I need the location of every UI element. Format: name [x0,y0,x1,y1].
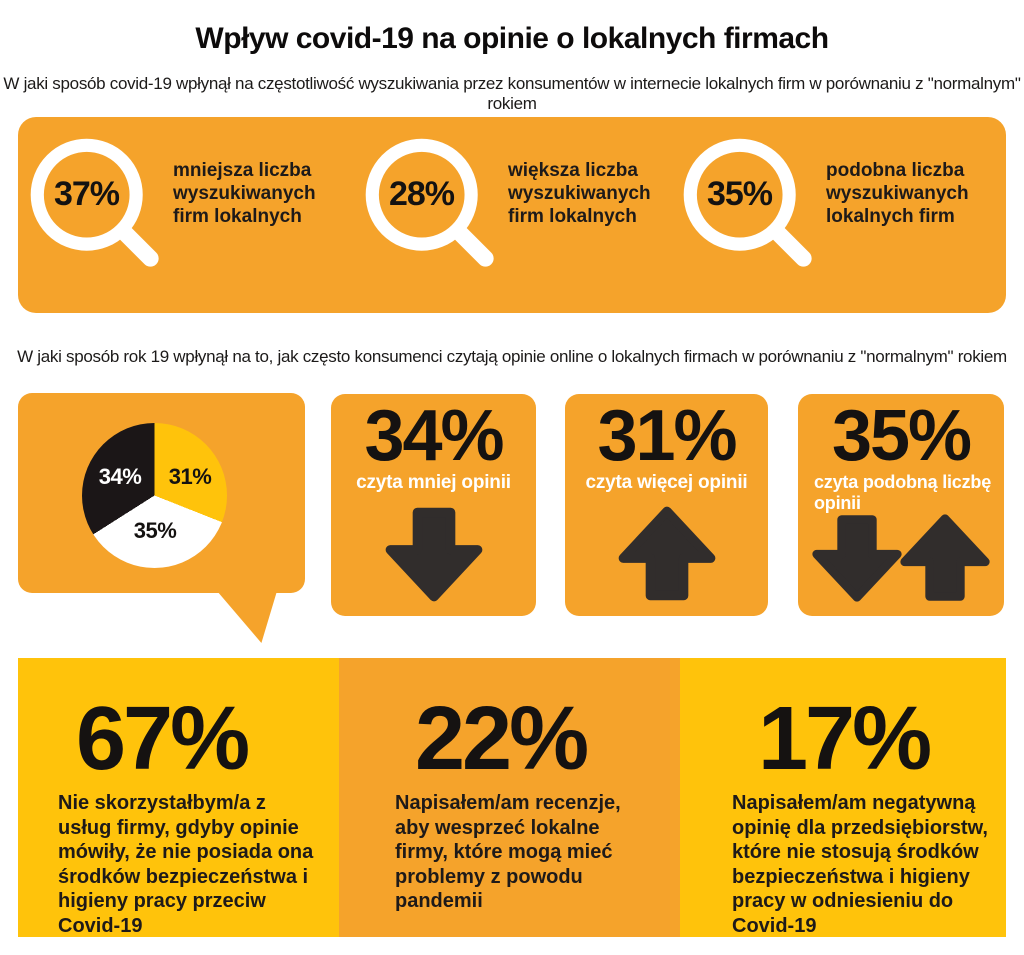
search-stat-more: 28% większa liczba wyszukiwanych firm lo… [358,131,678,301]
arrow-up-icon [618,506,715,601]
magnifier-icon [30,138,159,267]
speech-bubble-tail [217,591,277,643]
review-card-less: 34% czyta mniej opinii [331,394,536,616]
stat-text: Nie skorzystałbym/a z usług firmy, gdyby… [58,792,314,937]
bottom-stat-no-safety-avoid: 67% Nie skorzystałbym/a z usług firmy, g… [18,658,339,937]
card-label: czyta mniej opinii [356,472,511,493]
stat-value: 22% [415,689,589,789]
reviews-question-subtitle: W jaki sposób rok 19 wpłynął na to, jak … [17,347,1007,366]
arrow-up-icon [900,514,990,601]
stat-value: 37% [53,175,120,213]
stat-value: 17% [758,689,932,789]
review-card-more: 31% czyta więcej opinii [565,394,768,616]
speech-bubble: 34% 31% 35% [18,393,305,593]
card-value: 31% [597,396,737,476]
stat-value: 67% [76,689,250,789]
bottom-stat-support-reviews: 22% Napisałem/am recenzje, aby wesprzeć … [339,658,680,937]
pie-slice-label-less: 34% [98,464,142,489]
stat-text: Napisałem/am negatywną opinię dla przeds… [732,792,988,937]
magnifier-icon [365,138,494,267]
search-stat-fewer: 37% mniejsza liczba wyszukiwanych firm l… [23,131,343,301]
stat-value: 35% [706,175,773,213]
magnifier-icon [683,138,812,267]
pie-chart: 34% 31% 35% [82,423,227,568]
stat-label: podobna liczba wyszukiwanych lokalnych f… [826,160,969,228]
stat-label: mniejsza liczba wyszukiwanych firm lokal… [173,160,316,228]
card-label: czyta podobną liczbę opinii [814,472,992,513]
card-value: 34% [364,396,504,476]
search-stats-banner: 37% mniejsza liczba wyszukiwanych firm l… [18,117,1006,313]
card-label: czyta więcej opinii [585,472,748,493]
pie-slice-label-more: 31% [168,464,212,489]
arrow-down-icon [812,515,902,602]
review-card-similar: 35% czyta podobną liczbę opinii [798,394,1004,616]
bottom-stat-negative-reviews: 17% Napisałem/am negatywną opinię dla pr… [680,658,1006,937]
search-stat-similar: 35% podobna liczba wyszukiwanych lokalny… [676,131,996,301]
page-title: Wpływ covid-19 na opinie o lokalnych fir… [195,22,829,55]
search-question-subtitle: W jaki sposób covid-19 wpłynął na często… [3,74,1021,113]
stat-value: 28% [388,175,455,213]
pie-slice-label-similar: 35% [133,518,177,543]
stat-text: Napisałem/am recenzje, aby wesprzeć loka… [395,792,621,913]
stat-label: większa liczba wyszukiwanych firm lokaln… [508,160,651,228]
card-value: 35% [831,396,972,476]
arrow-down-icon [385,507,482,602]
